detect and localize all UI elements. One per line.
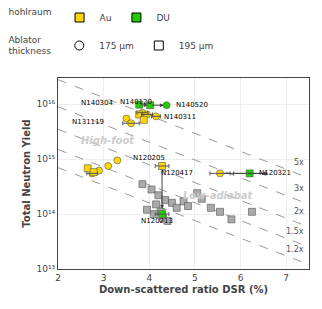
- svg-text:10¹⁵: 10¹⁵: [37, 154, 56, 164]
- svg-text:N140304: N140304: [81, 99, 114, 107]
- svg-text:7: 7: [283, 273, 289, 283]
- svg-text:175 μm: 175 μm: [99, 41, 134, 51]
- svg-text:Low-adiabat: Low-adiabat: [183, 190, 254, 201]
- svg-text:10¹⁴: 10¹⁴: [37, 209, 56, 219]
- svg-text:N120213: N120213: [141, 217, 173, 225]
- svg-text:10¹³: 10¹³: [37, 264, 56, 274]
- svg-text:2: 2: [55, 273, 61, 283]
- svg-text:N120321: N120321: [259, 169, 291, 177]
- svg-text:DU: DU: [156, 13, 170, 23]
- svg-text:N140120: N140120: [120, 98, 152, 106]
- svg-text:Total Neutron Yield: Total Neutron Yield: [21, 119, 32, 227]
- svg-text:2x: 2x: [294, 207, 304, 216]
- svg-text:3x: 3x: [294, 184, 304, 193]
- svg-text:High-foot: High-foot: [81, 135, 135, 146]
- svg-text:N131119: N131119: [72, 118, 104, 126]
- svg-text:1.5x: 1.5x: [286, 227, 304, 236]
- svg-text:Au: Au: [100, 13, 112, 23]
- svg-text:Down-scattered ratio DSR (%): Down-scattered ratio DSR (%): [99, 284, 268, 295]
- svg-text:6: 6: [238, 273, 244, 283]
- svg-text:10¹⁶: 10¹⁶: [37, 99, 56, 109]
- svg-text:N120417: N120417: [161, 169, 193, 177]
- svg-text:N140311: N140311: [164, 113, 196, 121]
- svg-text:195 μm: 195 μm: [179, 41, 214, 51]
- svg-text:N140520: N140520: [176, 101, 208, 109]
- svg-text:N120205: N120205: [133, 154, 165, 162]
- svg-text:5: 5: [192, 273, 198, 283]
- svg-text:1.2x: 1.2x: [286, 245, 304, 254]
- svg-text:3: 3: [101, 273, 107, 283]
- svg-text:Ablatorthickness: Ablatorthickness: [8, 35, 51, 57]
- svg-text:5x: 5x: [294, 158, 304, 167]
- svg-text:4: 4: [146, 273, 152, 283]
- svg-text:hohlraum: hohlraum: [8, 7, 51, 17]
